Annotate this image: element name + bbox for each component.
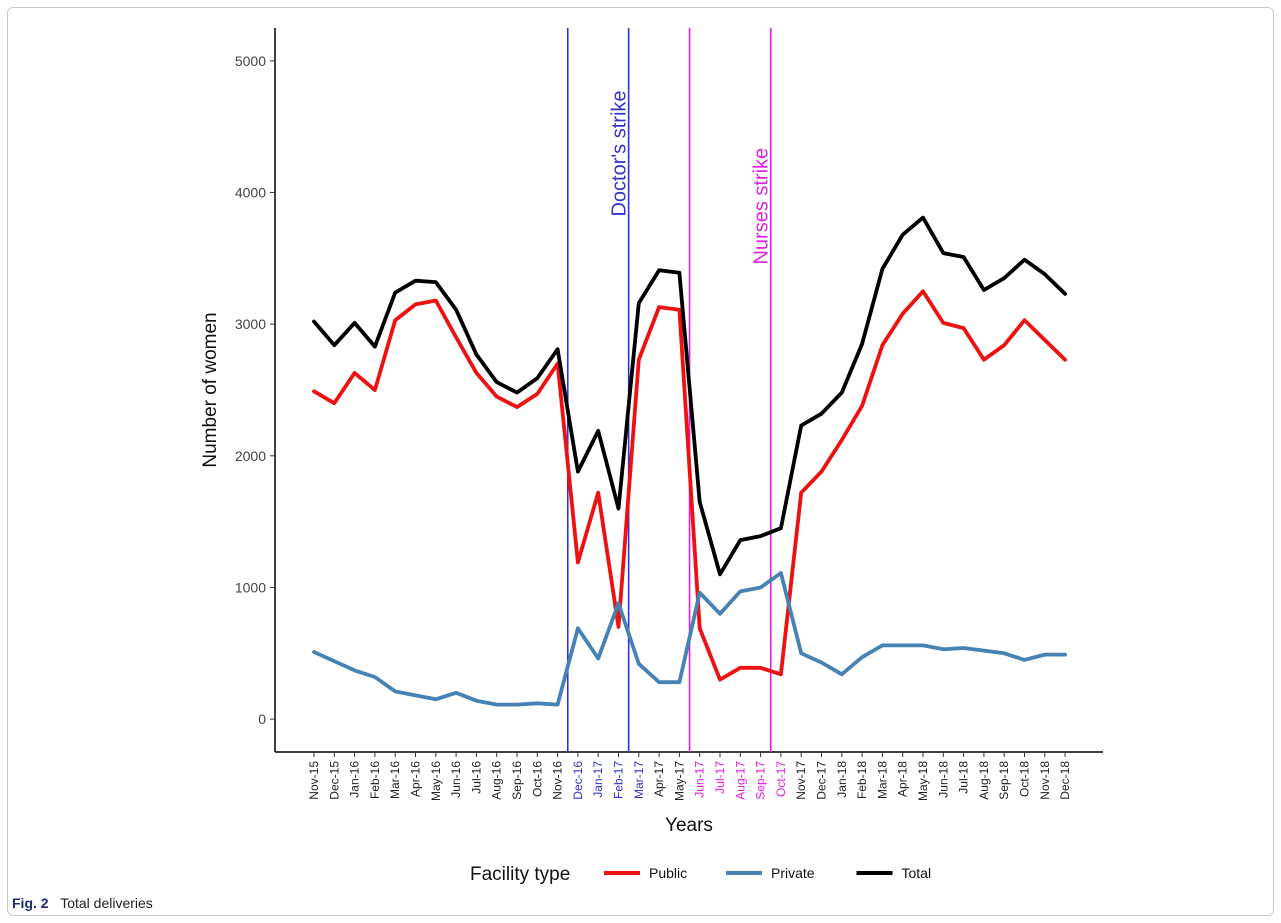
strike-label: Nurses strike (751, 148, 773, 265)
x-tick-label: Dec-16 (571, 761, 585, 800)
legend-label-public: Public (649, 865, 687, 881)
line-chart: 0 1000 2000 3000 4000 5000 Nov-15 Dec-15 Jan-16 F… (200, 28, 1103, 885)
chart-axes: 0 1000 2000 3000 4000 5000 Nov-15 Dec-15 Jan-16 F… (235, 28, 1103, 801)
x-tick-label: Oct-16 (530, 761, 544, 797)
x-tick-label: Aug-18 (977, 761, 991, 800)
x-axis-title: Years (665, 815, 713, 836)
x-tick-label: Apr-16 (409, 761, 423, 797)
x-tick-label: Sep-16 (510, 761, 524, 800)
x-tick-label: Jan-16 (348, 761, 362, 798)
x-tick-label: Mar-18 (875, 761, 889, 799)
x-tick-label: Sep-17 (754, 761, 768, 800)
x-tick-label: Apr-18 (896, 761, 910, 797)
figure-number: Fig. 2 (12, 895, 49, 911)
x-tick-label: Jun-18 (936, 761, 950, 798)
x-tick-label: Nov-15 (307, 761, 321, 800)
strike-reference-lines (566, 28, 772, 752)
x-tick-label: Nov-18 (1038, 761, 1052, 800)
x-tick-label: Feb-18 (855, 761, 869, 799)
strike-label: Doctor's strike (609, 90, 631, 216)
x-tick-label: May-17 (672, 761, 686, 801)
x-tick-label: Jul-16 (469, 761, 483, 794)
x-tick-label: Jun-16 (449, 761, 463, 798)
x-tick-label: Mar-17 (632, 761, 646, 799)
x-tick-label: Jan-18 (835, 761, 849, 798)
x-tick-label: May-16 (429, 761, 443, 801)
x-tick-label: Dec-17 (815, 761, 829, 800)
x-tick-label: Nov-17 (794, 761, 808, 800)
chart-labels: Number of women Years Doctor's strike Nurse… (200, 90, 773, 836)
x-tick-label: Feb-16 (368, 761, 382, 799)
series-line-public (312, 289, 1067, 682)
x-tick-label: Jul-18 (957, 761, 971, 794)
chart-legend: Facility type Public Private Total (470, 864, 931, 885)
legend-title: Facility type (470, 864, 570, 885)
x-tick-label: Aug-17 (733, 761, 747, 800)
x-tick-label: Dec-15 (327, 761, 341, 800)
series-line-private (312, 571, 1067, 707)
x-tick-label: Jan-17 (591, 761, 605, 798)
legend-label-total: Total (902, 865, 932, 881)
x-tick-label: Dec-18 (1058, 761, 1072, 800)
x-tick-label: Jul-17 (713, 761, 727, 794)
y-tick-label: 5000 (235, 53, 266, 69)
y-tick-label: 3000 (235, 316, 266, 332)
figure-frame (7, 7, 1274, 916)
x-tick-label: Oct-18 (1018, 761, 1032, 797)
x-tick-label: Apr-17 (652, 761, 666, 797)
y-tick-label: 2000 (235, 448, 266, 464)
y-tick-label: 0 (258, 711, 266, 727)
legend-label-private: Private (771, 865, 815, 881)
x-tick-label: Nov-16 (551, 761, 565, 800)
x-tick-label: May-18 (916, 761, 930, 801)
x-tick-label: Feb-17 (612, 761, 626, 799)
x-tick-label: Oct-17 (774, 761, 788, 797)
chart-series (312, 215, 1067, 707)
figure-caption-text: Total deliveries (60, 895, 153, 911)
x-tick-label: Mar-16 (388, 761, 402, 799)
figure-caption: Fig. 2 Total deliveries (12, 895, 153, 911)
y-tick-label: 4000 (235, 185, 266, 201)
x-tick-label: Aug-16 (490, 761, 504, 800)
y-axis-title: Number of women (200, 312, 221, 467)
y-tick-label: 1000 (235, 579, 266, 595)
series-line-total (312, 215, 1067, 577)
x-tick-label: Sep-18 (997, 761, 1011, 800)
x-tick-label: Jun-17 (693, 761, 707, 798)
